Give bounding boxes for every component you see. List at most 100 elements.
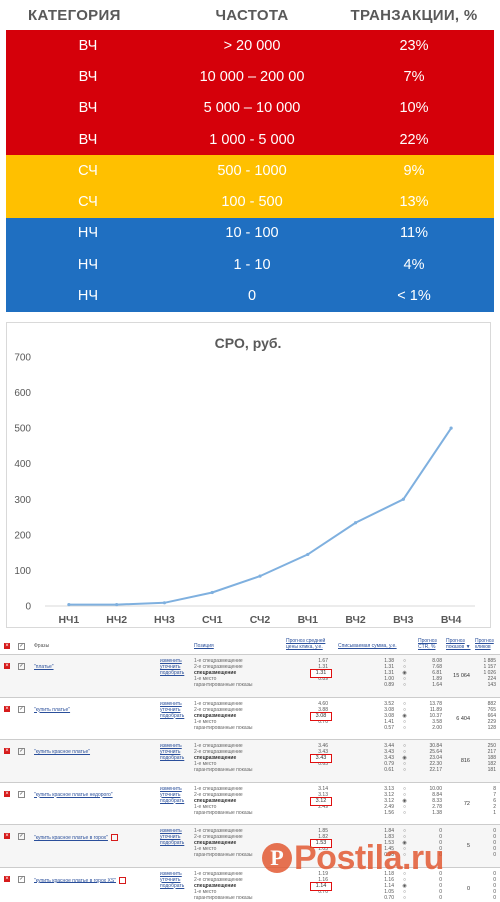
radio-selected-icon[interactable]: ◉ [402,882,407,889]
ctr-forecast-value: 0 [439,894,442,901]
phrase-text[interactable]: "купить красное платье в горох" [34,834,108,841]
delete-phrase-icon[interactable]: × [4,748,10,754]
frequency-row: НЧ 10 - 100 11% [6,217,494,250]
delete-phrase-icon[interactable]: × [4,663,10,669]
radio-icon[interactable]: ○ [402,870,407,877]
clicks-forecast-value: 217 [487,749,496,755]
frequency-row: НЧ 0 < 1% [6,280,494,312]
action-link[interactable]: уточнить [160,749,181,755]
data-point [115,602,119,607]
radio-icon[interactable]: ○ [402,718,407,725]
radio-selected-icon[interactable]: ◉ [402,840,407,846]
delete-phrase-icon[interactable]: × [4,875,10,882]
delete-phrase-icon[interactable]: × [4,705,10,712]
radio-icon[interactable]: ○ [402,888,407,895]
action-link[interactable]: подобрать [160,840,185,846]
phrase-text[interactable]: "купить красное платье" [34,749,91,755]
radio-icon[interactable]: ○ [402,700,407,707]
select-all-checkbox[interactable]: ✓ [18,643,25,650]
phrase-checkbox[interactable]: ✓ [18,790,25,798]
radio-icon[interactable]: ○ [402,828,407,834]
header-charged-cost[interactable]: Списываемая сумма, у.е. [338,643,397,649]
radio-icon[interactable]: ○ [402,785,407,792]
header-positions[interactable]: Позиция [194,643,214,649]
header-ctr[interactable]: Прогноз CTR, % [418,638,437,650]
phrase-checkbox[interactable]: ✓ [18,833,25,840]
phrase-text[interactable]: "купить красное платье в горох XS" [34,877,117,884]
action-link[interactable]: изменить [160,828,182,834]
radio-icon[interactable]: ○ [402,809,407,816]
highlighted-bid: 1.53 [310,839,332,848]
frequency-table-header: КАТЕГОРИЯ ЧАСТОТА ТРАНЗАКЦИИ, % [6,0,494,30]
action-link[interactable]: подобрать [160,712,185,719]
action-link[interactable]: подобрать [160,755,185,761]
radio-icon[interactable]: ○ [402,761,407,767]
radio-icon[interactable]: ○ [402,749,407,755]
action-link[interactable]: подобрать [160,797,185,804]
radio-selected-icon[interactable]: ◉ [402,670,407,676]
phrase-link[interactable]: "купить красное платье в горох XS" [34,876,127,884]
action-link[interactable]: уточнить [160,791,181,798]
charged-cost-value: 1.00 [384,676,394,682]
header-shows[interactable]: Прогноз показов ▼ [446,638,471,650]
phrase-checkbox[interactable]: ✓ [18,748,25,755]
header-predicted-cost[interactable]: Прогноз средней цены клика, у.е. [286,638,326,650]
bid-row: × ✓ "купить красное платье в горох XS" изме… [0,868,500,902]
charged-cost-value: 1.31 [384,670,394,676]
radio-icon[interactable]: ○ [402,876,407,883]
ctr-forecast-value: 0 [439,840,442,846]
radio-icon[interactable]: ○ [402,846,407,852]
radio-icon[interactable]: ○ [402,834,407,840]
phrase-text[interactable]: "купить красное платье недорого" [34,791,113,798]
radio-icon[interactable]: ○ [402,658,407,664]
action-link[interactable]: уточнить [160,876,181,883]
phrase-checkbox[interactable]: ✓ [18,705,25,713]
delete-phrase-icon[interactable]: × [4,833,10,839]
action-link[interactable]: изменить [160,658,182,664]
radio-icon[interactable]: ○ [402,791,407,798]
radio-icon[interactable]: ○ [402,706,407,713]
position-label: спецразмещение [194,670,237,676]
action-link[interactable]: изменить [160,743,182,749]
position-label: гарантированные показы [194,682,253,688]
radio-icon[interactable]: ○ [402,664,407,670]
delete-phrase-icon[interactable]: × [4,790,10,797]
action-link[interactable]: уточнить [160,664,181,670]
phrase-link[interactable]: "купить красное платье в горох" [34,834,118,841]
action-link[interactable]: изменить [160,785,182,792]
phrase-link[interactable]: "платье" [34,664,54,670]
clicks-forecast-value: 882 [487,700,496,707]
action-link[interactable]: подобрать [160,882,185,889]
phrase-link[interactable]: "купить красное платье недорого" [34,792,113,798]
x-tick-label: ВЧ2 [345,614,366,626]
radio-icon[interactable]: ○ [402,743,407,749]
phrase-link[interactable]: "купить платье" [34,707,70,713]
radio-selected-icon[interactable]: ◉ [402,797,407,804]
shows-forecast: 5 [466,843,470,849]
radio-icon[interactable]: ○ [402,767,407,773]
phrase-text[interactable]: "купить платье" [34,706,71,713]
radio-icon[interactable]: ○ [402,894,407,901]
action-link[interactable]: уточнить [160,706,181,713]
header-clicks[interactable]: Прогноз кликов [475,638,494,650]
x-tick-label: НЧ2 [106,614,127,626]
radio-icon[interactable]: ○ [402,682,407,688]
radio-icon[interactable]: ○ [402,852,407,858]
radio-selected-icon[interactable]: ◉ [402,712,407,719]
phrase-checkbox[interactable]: ✓ [18,663,25,670]
delete-all-icon[interactable]: × [4,643,10,649]
action-link[interactable]: изменить [160,700,182,707]
phrase-checkbox[interactable]: ✓ [18,875,25,883]
phrase-link[interactable]: "купить красное платье" [34,749,90,755]
radio-icon[interactable]: ○ [402,803,407,810]
radio-selected-icon[interactable]: ◉ [402,755,407,761]
row-frequency: 10 - 100 [225,225,279,242]
action-link[interactable]: уточнить [160,834,181,840]
action-link[interactable]: изменить [160,870,182,877]
ctr-forecast-value: 0 [439,846,442,852]
ctr-forecast-value: 0 [439,876,442,883]
phrase-text[interactable]: "платье" [34,664,54,670]
action-link[interactable]: подобрать [160,670,185,676]
radio-icon[interactable]: ○ [402,724,407,731]
radio-icon[interactable]: ○ [402,676,407,682]
